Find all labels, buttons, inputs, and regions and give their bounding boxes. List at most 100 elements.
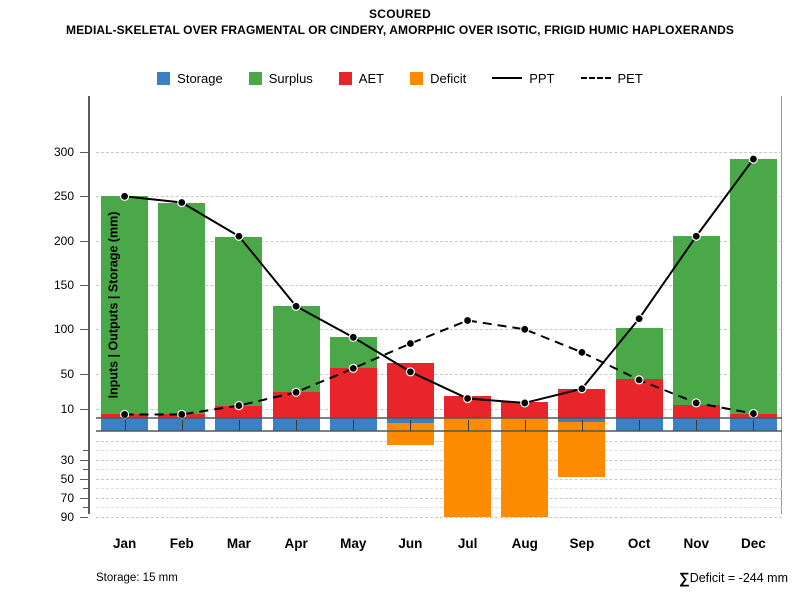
gridline bbox=[96, 329, 782, 331]
x-axis-label-mar: Mar bbox=[226, 536, 251, 551]
legend-item-storage[interactable]: Storage bbox=[157, 71, 223, 86]
x-axis-label-jul: Jul bbox=[457, 536, 478, 551]
y-axis-tick bbox=[80, 284, 88, 286]
x-axis-tick bbox=[238, 420, 240, 431]
x-axis-tick bbox=[696, 420, 698, 431]
y-axis-label: 10 bbox=[60, 402, 74, 417]
x-axis-label-nov: Nov bbox=[683, 536, 709, 551]
y-axis-label: 90 bbox=[60, 509, 74, 524]
legend-label: PPT bbox=[529, 70, 555, 86]
pet-point bbox=[462, 315, 473, 326]
pet-line bbox=[124, 319, 754, 416]
legend-item-deficit[interactable]: Deficit bbox=[410, 71, 466, 86]
aet-segment bbox=[329, 368, 377, 418]
bar-group-dec[interactable] bbox=[729, 96, 777, 514]
ppt-line bbox=[124, 158, 755, 404]
y-axis-tick bbox=[83, 507, 88, 509]
gridline bbox=[96, 516, 782, 518]
chart-legend: Storage Surplus AET Deficit PPT PET bbox=[0, 68, 800, 88]
gridline bbox=[96, 373, 782, 375]
gridline bbox=[96, 478, 782, 480]
x-axis-tick bbox=[296, 420, 298, 431]
y-axis-label: 150 bbox=[53, 277, 74, 292]
x-axis-tick bbox=[639, 420, 641, 431]
pet-point bbox=[634, 375, 644, 385]
plot-area: Inputs | Outputs | Storage (mm) bbox=[80, 96, 782, 518]
dashed-line-icon bbox=[580, 77, 611, 79]
bar-group-jul[interactable] bbox=[444, 96, 492, 517]
legend-label: Storage bbox=[177, 70, 223, 86]
x-axis-tick bbox=[467, 420, 469, 431]
y-axis-label: 50 bbox=[60, 471, 74, 486]
orange-square-icon bbox=[410, 71, 424, 85]
y-axis-tick bbox=[80, 409, 88, 411]
gridline bbox=[96, 196, 782, 198]
pet-point bbox=[405, 338, 416, 349]
x-axis-tick bbox=[753, 420, 755, 431]
y-axis-tick bbox=[80, 329, 88, 331]
bar-group-jan[interactable] bbox=[101, 96, 149, 514]
x-axis-label-may: May bbox=[340, 536, 367, 551]
ppt-point bbox=[234, 231, 244, 241]
x-axis-tick bbox=[353, 420, 355, 431]
ppt-point bbox=[348, 332, 358, 342]
legend-item-ppt[interactable]: PPT bbox=[492, 70, 555, 86]
ppt-point bbox=[691, 231, 701, 241]
x-axis-tick bbox=[524, 420, 526, 431]
x-axis-tick bbox=[181, 420, 183, 431]
y-axis-label: 30 bbox=[60, 452, 74, 467]
legend-item-aet[interactable]: AET bbox=[338, 71, 384, 86]
lines-layer bbox=[96, 154, 782, 432]
y-axis-label: 100 bbox=[53, 322, 74, 337]
bar-group-may[interactable] bbox=[329, 96, 377, 514]
ppt-point bbox=[119, 191, 130, 201]
x-axis-label-dec: Dec bbox=[741, 536, 766, 551]
surplus-segment bbox=[729, 159, 777, 414]
pet-point bbox=[577, 347, 587, 357]
page-subtitle: MEDIAL-SKELETAL OVER FRAGMENTAL OR CINDE… bbox=[65, 23, 734, 37]
aet-segment bbox=[501, 402, 549, 418]
legend-label: Deficit bbox=[430, 70, 467, 86]
ppt-point bbox=[520, 398, 530, 408]
storage-segment bbox=[158, 418, 206, 431]
red-square-icon bbox=[338, 71, 352, 85]
gridline bbox=[96, 240, 782, 242]
surplus-segment bbox=[215, 237, 263, 406]
y-axis-tick bbox=[80, 478, 88, 480]
gridline bbox=[96, 440, 782, 442]
x-axis-tick bbox=[581, 420, 583, 431]
ppt-point bbox=[462, 393, 473, 404]
deficit-segment bbox=[501, 418, 549, 517]
y-axis-tick bbox=[80, 459, 88, 461]
x-axis-label-oct: Oct bbox=[627, 536, 651, 551]
storage-note: Storage: 15 mm bbox=[96, 572, 178, 584]
aet-segment bbox=[672, 404, 720, 418]
deficit-segment bbox=[444, 418, 492, 517]
y-axis-label: 50 bbox=[60, 366, 74, 381]
gridline bbox=[96, 488, 782, 490]
x-axis-tick bbox=[124, 420, 126, 431]
gridline bbox=[96, 497, 782, 499]
legend-item-surplus[interactable]: Surplus bbox=[248, 70, 313, 86]
y-axis-tick bbox=[80, 373, 88, 375]
ppt-point bbox=[291, 301, 301, 311]
bar-group-aug[interactable] bbox=[501, 96, 549, 517]
gridline bbox=[96, 469, 782, 471]
y-axis-label: 250 bbox=[53, 189, 74, 204]
y-axis-label: 70 bbox=[60, 490, 74, 505]
y-axis-tick bbox=[80, 497, 88, 499]
aet-segment bbox=[215, 405, 263, 418]
gridline bbox=[96, 284, 782, 286]
bar-group-mar[interactable] bbox=[215, 96, 263, 514]
aet-segment bbox=[444, 395, 492, 418]
bar-group-nov[interactable] bbox=[672, 96, 720, 514]
bar-group-jun[interactable] bbox=[386, 96, 434, 514]
gridline bbox=[96, 151, 782, 153]
pet-point bbox=[691, 398, 701, 408]
gridline bbox=[96, 459, 782, 461]
x-axis-label-aug: Aug bbox=[511, 536, 538, 551]
deficit-total-text: Deficit = -244 mm bbox=[689, 571, 788, 585]
legend-item-pet[interactable]: PET bbox=[580, 71, 643, 86]
surplus-segment bbox=[101, 196, 149, 415]
legend-label: Surplus bbox=[268, 70, 313, 86]
